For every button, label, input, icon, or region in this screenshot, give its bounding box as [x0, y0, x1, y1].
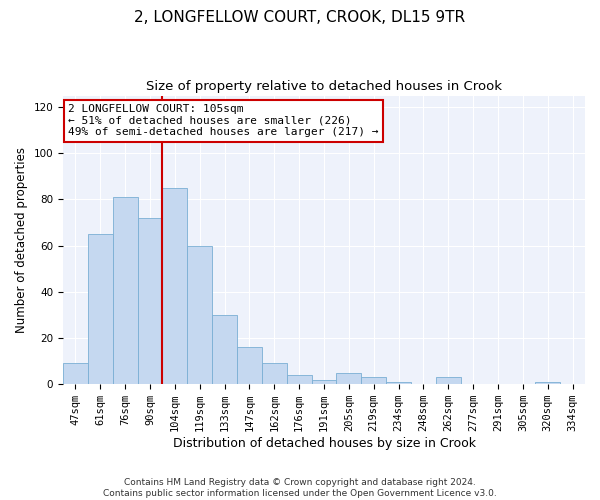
Bar [337, 372, 361, 384]
Text: 2 LONGFELLOW COURT: 105sqm
← 51% of detached houses are smaller (226)
49% of sem: 2 LONGFELLOW COURT: 105sqm ← 51% of deta… [68, 104, 379, 138]
Bar [63, 364, 88, 384]
Bar [386, 382, 411, 384]
Bar [212, 315, 237, 384]
Bar [88, 234, 113, 384]
Bar [113, 197, 137, 384]
Y-axis label: Number of detached properties: Number of detached properties [15, 147, 28, 333]
Text: 2, LONGFELLOW COURT, CROOK, DL15 9TR: 2, LONGFELLOW COURT, CROOK, DL15 9TR [134, 10, 466, 25]
Bar [163, 188, 187, 384]
Bar [187, 246, 212, 384]
Text: Contains HM Land Registry data © Crown copyright and database right 2024.
Contai: Contains HM Land Registry data © Crown c… [103, 478, 497, 498]
Bar [535, 382, 560, 384]
Bar [436, 378, 461, 384]
Title: Size of property relative to detached houses in Crook: Size of property relative to detached ho… [146, 80, 502, 93]
Bar [237, 348, 262, 384]
Bar [262, 364, 287, 384]
X-axis label: Distribution of detached houses by size in Crook: Distribution of detached houses by size … [173, 437, 476, 450]
Bar [287, 375, 311, 384]
Bar [137, 218, 163, 384]
Bar [361, 378, 386, 384]
Bar [311, 380, 337, 384]
